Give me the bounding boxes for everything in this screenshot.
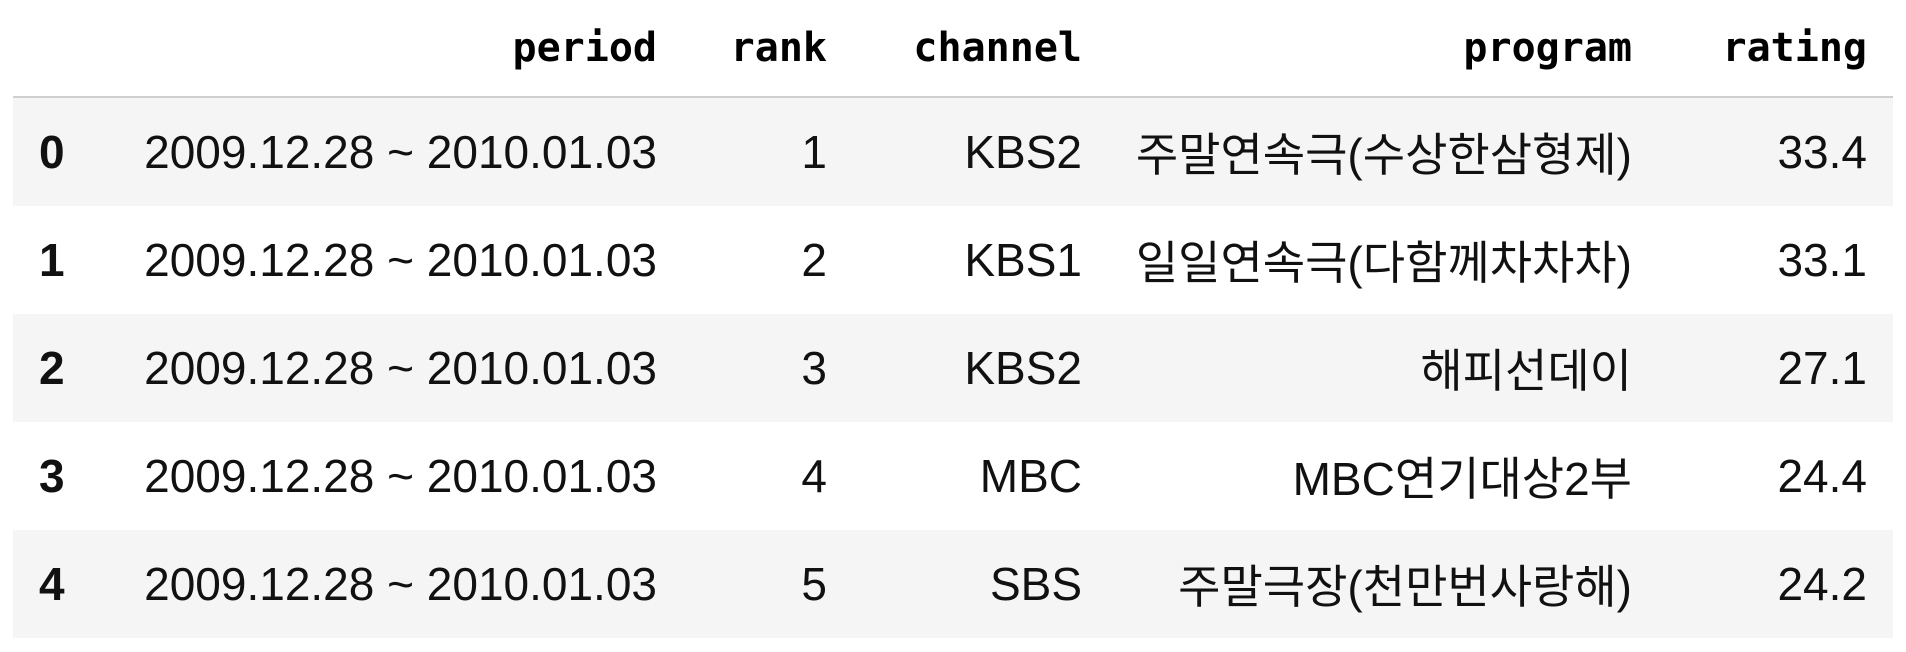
table-row: 4 2009.12.28 ~ 2010.01.03 5 SBS 주말극장(천만번… — [13, 530, 1893, 638]
table-body: 0 2009.12.28 ~ 2010.01.03 1 KBS2 주말연속극(수… — [13, 97, 1893, 638]
row-index: 0 — [39, 126, 65, 178]
cell-program: 일일연속극(다함께차차차) — [1135, 237, 1632, 289]
header-rank: rank — [683, 0, 853, 98]
dataframe-table: period rank channel program rating 0 200… — [13, 0, 1893, 638]
header-row: period rank channel program rating — [13, 0, 1893, 98]
header-index — [13, 0, 103, 98]
row-index: 3 — [39, 450, 65, 502]
cell-period: 2009.12.28 ~ 2010.01.03 — [144, 558, 657, 610]
table-row: 3 2009.12.28 ~ 2010.01.03 4 MBC MBC연기대상2… — [13, 422, 1893, 530]
cell-period: 2009.12.28 ~ 2010.01.03 — [144, 234, 657, 286]
cell-period: 2009.12.28 ~ 2010.01.03 — [144, 450, 657, 502]
cell-program: 주말연속극(수상한삼형제) — [1135, 129, 1632, 181]
table-row: 2 2009.12.28 ~ 2010.01.03 3 KBS2 해피선데이 2… — [13, 314, 1893, 422]
cell-rank: 1 — [801, 126, 827, 178]
header-program: program — [1108, 0, 1658, 98]
cell-rank: 3 — [801, 342, 827, 394]
table-header: period rank channel program rating — [13, 0, 1893, 98]
row-index: 2 — [39, 342, 65, 394]
cell-channel: KBS1 — [964, 234, 1082, 286]
cell-rating: 24.4 — [1777, 450, 1867, 502]
row-index: 4 — [39, 558, 65, 610]
cell-program: 해피선데이 — [1420, 345, 1632, 397]
cell-channel: KBS2 — [964, 342, 1082, 394]
cell-rating: 33.1 — [1777, 234, 1867, 286]
cell-channel: KBS2 — [964, 126, 1082, 178]
header-period: period — [103, 0, 683, 98]
cell-period: 2009.12.28 ~ 2010.01.03 — [144, 342, 657, 394]
header-rating: rating — [1658, 0, 1893, 98]
dataframe-output: period rank channel program rating 0 200… — [13, 0, 1893, 638]
cell-rating: 27.1 — [1777, 342, 1867, 394]
cell-program: 주말극장(천만번사랑해) — [1178, 561, 1632, 613]
row-index: 1 — [39, 234, 65, 286]
cell-rank: 5 — [801, 558, 827, 610]
cell-program: MBC연기대상2부 — [1292, 453, 1632, 505]
table-row: 1 2009.12.28 ~ 2010.01.03 2 KBS1 일일연속극(다… — [13, 206, 1893, 314]
cell-rating: 24.2 — [1777, 558, 1867, 610]
cell-rank: 2 — [801, 234, 827, 286]
cell-rank: 4 — [801, 450, 827, 502]
header-channel: channel — [853, 0, 1108, 98]
cell-channel: MBC — [979, 450, 1082, 502]
cell-channel: SBS — [989, 558, 1082, 610]
cell-rating: 33.4 — [1777, 126, 1867, 178]
table-row: 0 2009.12.28 ~ 2010.01.03 1 KBS2 주말연속극(수… — [13, 97, 1893, 206]
cell-period: 2009.12.28 ~ 2010.01.03 — [144, 126, 657, 178]
